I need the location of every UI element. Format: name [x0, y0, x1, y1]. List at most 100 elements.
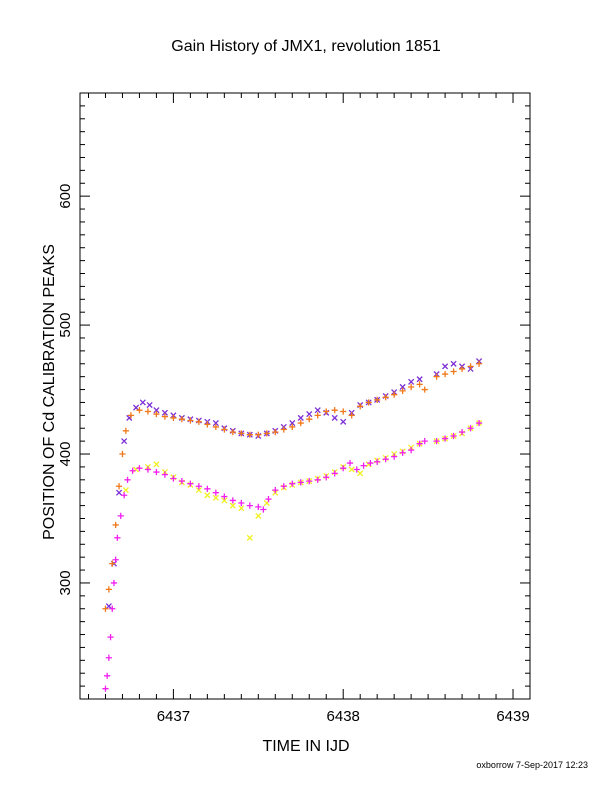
data-point [297, 479, 304, 486]
data-point [475, 360, 483, 367]
chart-title: Gain History of JMX1, revolution 1851 [171, 38, 441, 55]
data-point [367, 459, 374, 467]
data-point [272, 487, 279, 494]
data-point [153, 410, 160, 418]
data-point [306, 416, 313, 423]
data-point [144, 466, 152, 473]
data-point [255, 512, 262, 519]
data-point [441, 370, 449, 378]
data-point [112, 556, 119, 563]
data-point [314, 412, 321, 419]
data-point [112, 521, 119, 529]
data-point [136, 407, 143, 414]
data-point [450, 368, 457, 375]
data-point [323, 474, 330, 481]
x-tick-label: 6438 [327, 708, 360, 725]
data-point [331, 407, 338, 414]
data-point [433, 438, 440, 445]
data-point [374, 458, 381, 465]
data-point [289, 420, 296, 427]
data-point [195, 418, 202, 425]
data-point [229, 502, 236, 509]
data-point [458, 365, 466, 373]
data-point [178, 477, 185, 485]
data-point [391, 391, 398, 398]
data-point [127, 412, 135, 419]
data-point [195, 487, 202, 494]
data-point [475, 419, 483, 427]
data-point [340, 418, 347, 425]
data-point [170, 475, 177, 482]
data-point [246, 534, 253, 541]
data-point [314, 407, 321, 414]
data-point [132, 404, 140, 411]
data-point [115, 489, 123, 496]
footer-stamp: oxborrow 7-Sep-2017 12:23 [476, 760, 588, 770]
data-point [399, 449, 406, 456]
data-point [382, 456, 389, 463]
data-point [442, 363, 449, 370]
data-point [238, 505, 245, 512]
data-point [323, 408, 330, 415]
data-point [119, 450, 126, 458]
series-3 [102, 419, 483, 692]
data-point [297, 419, 304, 427]
data-point [238, 499, 245, 507]
data-point [416, 381, 423, 388]
data-point [115, 483, 123, 490]
data-point [102, 605, 109, 612]
data-point [121, 492, 128, 499]
data-point [450, 432, 457, 440]
series-1 [102, 360, 483, 612]
data-point [297, 414, 304, 421]
data-point [416, 440, 423, 447]
y-tick-label: 500 [57, 313, 74, 338]
data-point [153, 407, 160, 414]
data-point [187, 480, 194, 487]
data-point [105, 654, 112, 661]
y-tick-label: 300 [57, 570, 74, 595]
series-2 [122, 420, 483, 541]
data-point [331, 470, 338, 477]
data-point [221, 497, 228, 504]
data-point [265, 496, 272, 503]
data-point [263, 430, 270, 437]
data-point [450, 360, 457, 367]
data-point [353, 466, 360, 473]
data-point [441, 435, 449, 442]
data-point [260, 506, 267, 513]
data-point [104, 672, 111, 679]
data-point [374, 396, 381, 403]
data-point [178, 416, 185, 423]
data-point [467, 363, 474, 370]
data-point [110, 579, 118, 587]
data-point [153, 461, 160, 468]
data-point [391, 453, 398, 460]
data-point [144, 408, 152, 415]
data-point [416, 376, 423, 383]
data-point [146, 401, 153, 409]
data-point [357, 403, 364, 410]
data-point [360, 462, 367, 469]
data-point [246, 431, 253, 438]
x-tick-label: 6439 [496, 708, 529, 725]
data-point [458, 429, 466, 436]
data-point [433, 373, 440, 380]
x-tick-label: 6437 [157, 708, 190, 725]
data-point [306, 477, 313, 485]
data-point [340, 465, 347, 472]
data-point [117, 512, 124, 520]
data-point [204, 485, 211, 492]
data-point [107, 634, 114, 641]
y-tick-label: 600 [57, 184, 74, 209]
data-point [289, 423, 296, 431]
data-point [408, 447, 415, 454]
data-point [280, 426, 287, 433]
data-point [348, 412, 355, 419]
data-point [408, 378, 415, 385]
data-point [124, 476, 131, 483]
data-point [421, 438, 428, 445]
data-point [122, 487, 129, 494]
data-point [212, 420, 219, 427]
